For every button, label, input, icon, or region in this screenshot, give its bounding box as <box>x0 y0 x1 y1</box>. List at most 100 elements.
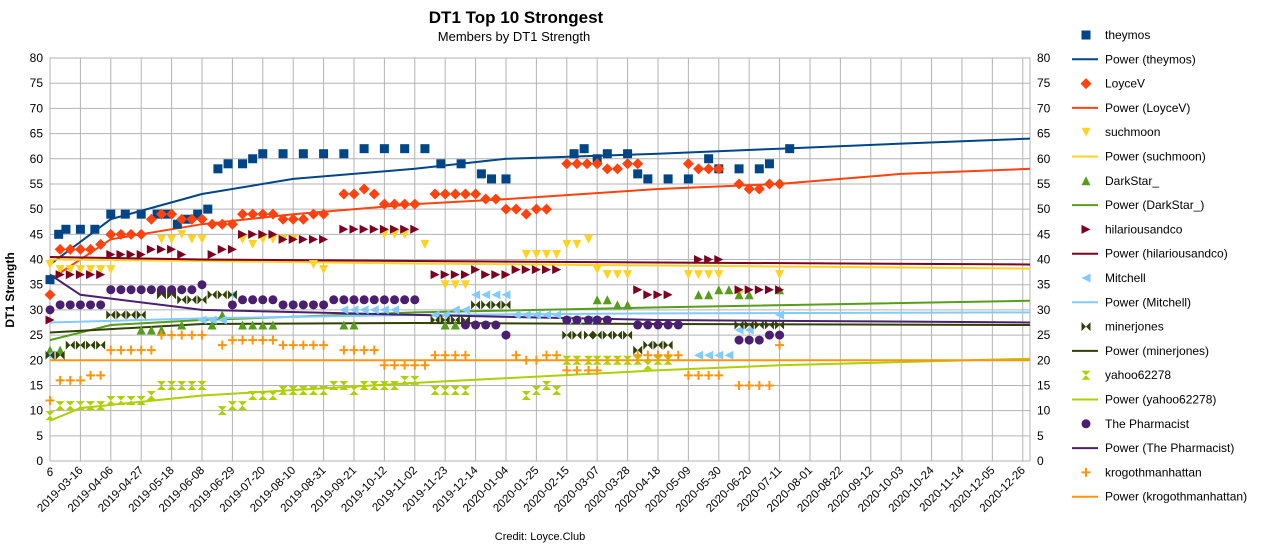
y-tick-label-left: 75 <box>30 76 44 90</box>
data-point-hilariousandco <box>288 234 298 244</box>
data-point-hilariousandco <box>552 265 562 275</box>
data-point-minerjones <box>227 290 237 300</box>
data-point-Mitchell <box>339 305 349 315</box>
data-point-LoyceV <box>105 228 117 240</box>
data-point-yahoo62278 <box>75 401 85 411</box>
data-point-DarkStar_ <box>349 320 359 330</box>
legend-marker-suchmoon <box>1081 127 1091 137</box>
data-point-LoyceV <box>389 198 401 210</box>
data-point-LoyceV <box>115 228 127 240</box>
data-point-minerjones <box>207 290 217 300</box>
data-point-krogothmanhattan <box>96 370 106 380</box>
trend-line-minerjones <box>49 321 1031 334</box>
y-tick-label-right: 10 <box>1037 404 1051 418</box>
data-point-krogothmanhattan <box>390 360 400 370</box>
data-point-hilariousandco <box>369 224 379 234</box>
data-point-LoyceV <box>632 158 644 170</box>
data-point-LoyceV <box>338 188 350 200</box>
data-point-yahoo62278 <box>612 355 622 365</box>
data-point-The Pharmacist <box>501 330 511 340</box>
data-point-theymos <box>75 224 85 234</box>
data-point-LoyceV <box>166 208 178 220</box>
data-point-The Pharmacist <box>329 295 339 305</box>
data-point-suchmoon <box>440 280 450 290</box>
data-point-hilariousandco <box>136 249 146 259</box>
data-point-LoyceV <box>54 243 66 255</box>
data-point-minerjones <box>734 320 744 330</box>
data-point-The Pharmacist <box>764 330 774 340</box>
data-point-The Pharmacist <box>197 280 207 290</box>
data-point-hilariousandco <box>308 234 318 244</box>
data-point-suchmoon <box>55 265 65 275</box>
data-point-hilariousandco <box>116 249 126 259</box>
legend-label-trend-minerjones: Power (minerjones) <box>1105 344 1209 358</box>
data-point-yahoo62278 <box>592 355 602 365</box>
data-point-Mitchell <box>714 350 724 360</box>
data-point-LoyceV <box>753 183 765 195</box>
data-point-yahoo62278 <box>258 391 268 401</box>
data-point-krogothmanhattan <box>440 350 450 360</box>
data-point-hilariousandco <box>319 234 329 244</box>
data-point-hilariousandco <box>65 270 75 280</box>
data-point-yahoo62278 <box>65 401 75 411</box>
data-point-Mitchell <box>501 290 511 300</box>
data-point-krogothmanhattan <box>734 380 744 390</box>
data-point-minerjones <box>602 330 612 340</box>
data-point-minerjones <box>136 310 146 320</box>
data-point-theymos <box>579 144 589 154</box>
data-point-LoyceV <box>530 203 542 215</box>
data-point-krogothmanhattan <box>511 350 521 360</box>
data-point-suchmoon <box>106 265 116 275</box>
data-point-The Pharmacist <box>238 295 248 305</box>
data-point-krogothmanhattan <box>75 375 85 385</box>
data-point-hilariousandco <box>643 290 653 300</box>
data-point-krogothmanhattan <box>430 350 440 360</box>
data-point-minerjones <box>764 320 774 330</box>
data-point-theymos <box>339 149 349 159</box>
legend-label-hilariousandco: hilariousandco <box>1105 222 1183 236</box>
data-point-hilariousandco <box>86 270 96 280</box>
data-point-yahoo62278 <box>521 391 531 401</box>
data-point-DarkStar_ <box>724 285 734 295</box>
data-point-DarkStar_ <box>440 320 450 330</box>
legend-label-The Pharmacist: The Pharmacist <box>1105 417 1190 431</box>
data-point-LoyceV <box>297 213 309 225</box>
data-point-LoyceV <box>449 188 461 200</box>
data-point-hilariousandco <box>45 315 55 325</box>
y-tick-label-right: 35 <box>1037 278 1051 292</box>
data-point-yahoo62278 <box>531 385 541 395</box>
data-point-The Pharmacist <box>754 335 764 345</box>
data-point-The Pharmacist <box>602 315 612 325</box>
legend-label-trend-suchmoon: Power (suchmoon) <box>1105 150 1206 164</box>
data-point-yahoo62278 <box>663 355 673 365</box>
data-point-DarkStar_ <box>623 300 633 310</box>
data-point-minerjones <box>440 315 450 325</box>
data-point-hilariousandco <box>633 285 643 295</box>
data-point-hilariousandco <box>663 290 673 300</box>
data-point-The Pharmacist <box>744 335 754 345</box>
data-point-yahoo62278 <box>400 375 410 385</box>
data-point-Mitchell <box>390 305 400 315</box>
data-point-krogothmanhattan <box>288 340 298 350</box>
data-point-Mitchell <box>207 315 217 325</box>
data-point-hilariousandco <box>146 244 156 254</box>
data-point-krogothmanhattan <box>298 340 308 350</box>
data-point-hilariousandco <box>55 270 65 280</box>
data-point-LoyceV <box>155 208 167 220</box>
data-point-LoyceV <box>763 178 775 190</box>
data-point-minerjones <box>450 315 460 325</box>
data-point-yahoo62278 <box>308 385 318 395</box>
data-point-suchmoon <box>552 249 562 259</box>
data-point-Mitchell <box>491 290 501 300</box>
data-point-LoyceV <box>135 228 147 240</box>
data-point-suchmoon <box>542 249 552 259</box>
data-point-yahoo62278 <box>369 380 379 390</box>
data-point-The Pharmacist <box>592 315 602 325</box>
legend-label-trend-yahoo62278: Power (yahoo62278) <box>1105 393 1216 407</box>
data-point-krogothmanhattan <box>379 360 389 370</box>
data-point-The Pharmacist <box>167 285 177 295</box>
data-point-yahoo62278 <box>248 391 258 401</box>
data-point-DarkStar_ <box>258 320 268 330</box>
data-point-krogothmanhattan <box>592 365 602 375</box>
legend-label-trend-theymos: Power (theymos) <box>1105 52 1196 66</box>
